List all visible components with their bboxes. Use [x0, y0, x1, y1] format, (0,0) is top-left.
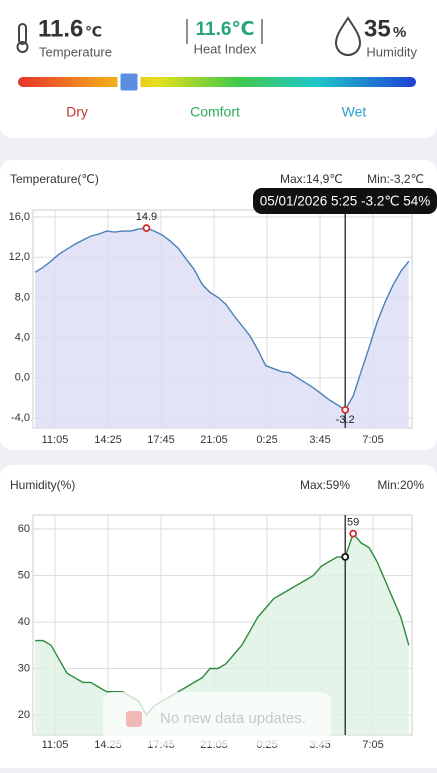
temperature-label: Temperature	[39, 44, 112, 59]
y-tick-label: 12,0	[9, 251, 30, 263]
x-tick-label: 21:05	[200, 434, 228, 446]
min-label: Min:-3,2℃	[367, 172, 424, 186]
max-label: Max:14,9℃	[280, 172, 343, 186]
area-fill	[35, 228, 409, 428]
max-value-label: 59	[347, 517, 359, 529]
y-tick-label: -4,0	[11, 412, 30, 424]
max-marker	[142, 224, 151, 232]
y-tick-label: 30	[18, 662, 30, 674]
y-tick-label: 50	[18, 569, 30, 581]
y-tick-label: 0,0	[15, 372, 30, 384]
scale-label: Wet	[342, 104, 367, 120]
max-value-label: 14.9	[136, 211, 157, 223]
y-tick-label: 8,0	[15, 291, 30, 303]
max-label: Max:59%	[300, 478, 350, 492]
thermometer-icon	[16, 23, 29, 53]
line	[35, 532, 410, 717]
y-tick-label: 60	[18, 523, 30, 535]
x-tick-label: 0:25	[256, 434, 277, 446]
header-card	[0, 0, 437, 138]
heat-index-label: Heat Index	[194, 41, 257, 56]
x-tick-label: 17:45	[147, 434, 175, 446]
min-value-label: -3.2	[336, 414, 355, 426]
x-tick-label: 7:05	[362, 434, 383, 446]
humidity-label: Humidity	[366, 44, 417, 59]
y-tick-label: 4,0	[15, 331, 30, 343]
x-tick-label: 3:45	[309, 434, 330, 446]
chart-title: Temperature(℃)	[10, 172, 99, 186]
cursor-marker	[341, 552, 350, 561]
humidity-icon	[334, 16, 362, 56]
temperature-unit: ℃	[85, 24, 102, 40]
humidity-unit: %	[393, 24, 406, 41]
toast	[103, 692, 331, 746]
scale-label: Dry	[66, 104, 88, 120]
tooltip-box	[253, 188, 437, 214]
comfort-bar	[18, 77, 416, 87]
toast-icon	[126, 711, 142, 727]
max-marker	[349, 529, 358, 538]
tooltip-text: 05/01/2026 5:25 -3.2℃ 54%	[260, 194, 431, 209]
min-marker	[341, 406, 350, 414]
x-tick-label: 7:05	[362, 739, 383, 751]
scale-label: Comfort	[190, 104, 240, 120]
x-tick-label: 11:05	[42, 434, 69, 446]
comfort-knob	[117, 70, 141, 94]
area-fill	[35, 533, 409, 735]
y-tick-label: 16,0	[9, 211, 30, 223]
temperature-value: 11.6	[38, 15, 83, 42]
x-tick-label: 14:25	[94, 434, 122, 446]
humidity-value: 35	[364, 15, 391, 42]
y-tick-label: 40	[18, 616, 30, 628]
min-label: Min:20%	[377, 478, 424, 492]
chart-title: Humidity(%)	[10, 478, 75, 492]
x-tick-label: 11:05	[42, 739, 69, 751]
toast-text: No new data updates.	[160, 710, 306, 727]
y-tick-label: 20	[18, 709, 30, 721]
heat-index-value: 11.6℃	[196, 19, 255, 40]
